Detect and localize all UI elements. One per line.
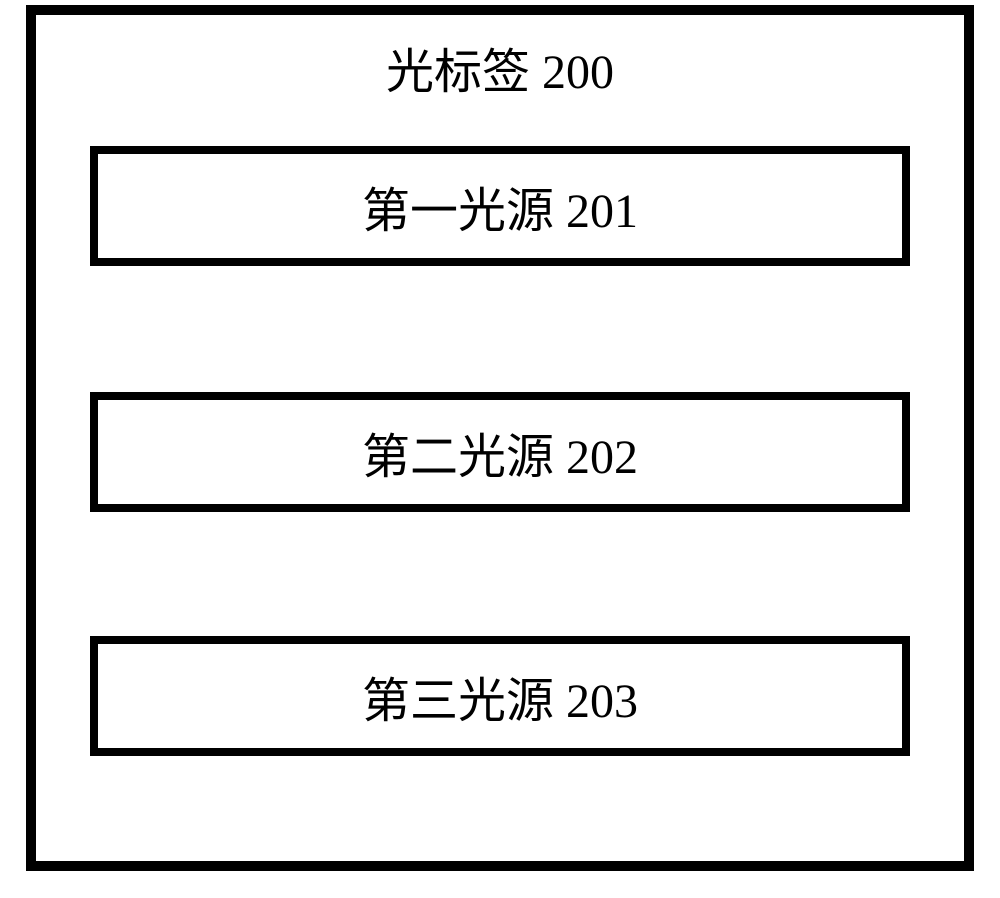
inner-label-1: 第一光源 201 (362, 171, 638, 241)
title-text: 光标签 200 (386, 46, 614, 99)
diagram-title: 光标签 200 (300, 32, 700, 102)
inner-box-3: 第三光源 203 (90, 636, 910, 756)
inner-box-1: 第一光源 201 (90, 146, 910, 266)
inner-box-2: 第二光源 202 (90, 392, 910, 512)
inner-label-3: 第三光源 203 (362, 661, 638, 731)
inner-label-2: 第二光源 202 (362, 417, 638, 487)
